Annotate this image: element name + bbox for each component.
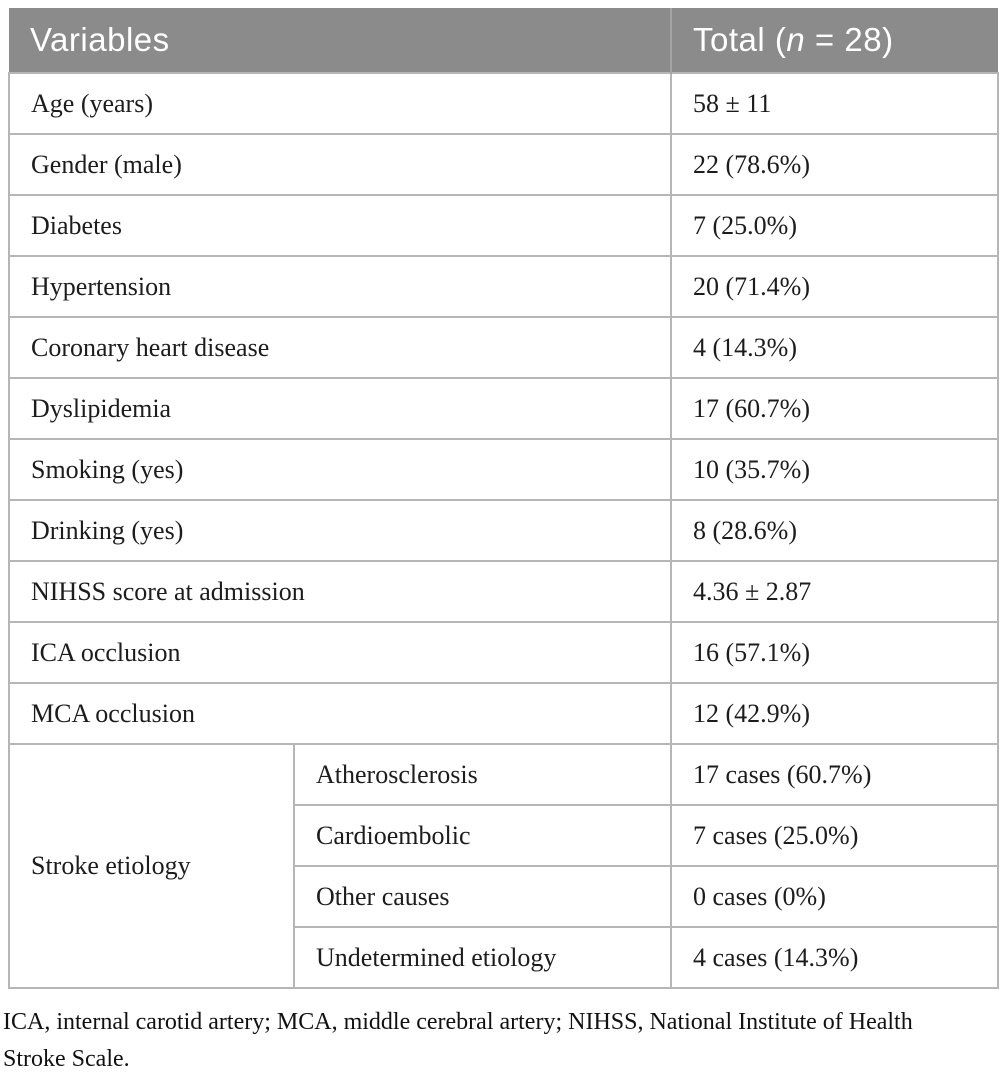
table-row: Coronary heart disease 4 (14.3%) [7, 316, 1000, 379]
table-row: Other causes 0 cases (0%) [9, 865, 1000, 928]
table-row: Age (years) 58 ± 11 [7, 72, 1000, 135]
header-cell-variables: Variables [9, 8, 672, 73]
value-cell: 4 cases (14.3%) [670, 926, 1000, 989]
table-container: Variables Total (n = 28) Age (years) 58 … [7, 8, 1000, 989]
etiology-group-cell: Stroke etiology [8, 743, 295, 989]
total-header-n: n [786, 21, 806, 58]
variable-cell: Drinking (yes) [7, 499, 673, 562]
patient-characteristics-table: Variables Total (n = 28) Age (years) 58 … [7, 8, 1000, 989]
table-row: NIHSS score at admission 4.36 ± 2.87 [7, 560, 1000, 623]
total-header-suffix: = 28) [805, 21, 894, 58]
value-cell: 16 (57.1%) [670, 621, 1000, 684]
variable-cell: MCA occlusion [7, 682, 673, 745]
table-row: Drinking (yes) 8 (28.6%) [7, 499, 1000, 562]
etiology-sub-cell: Undetermined etiology [292, 926, 673, 989]
value-cell: 4 (14.3%) [670, 316, 1000, 379]
etiology-sub-cell: Atherosclerosis [292, 743, 673, 806]
table-row: Diabetes 7 (25.0%) [7, 194, 1000, 257]
table-row: ICA occlusion 16 (57.1%) [7, 621, 1000, 684]
header-cell-total: Total (n = 28) [670, 8, 999, 73]
value-cell: 0 cases (0%) [670, 865, 1000, 928]
table-row: Hypertension 20 (71.4%) [7, 255, 1000, 318]
variables-header-label: Variables [30, 21, 170, 58]
table-row: Cardioembolic 7 cases (25.0%) [9, 804, 1000, 867]
table-row: Dyslipidemia 17 (60.7%) [7, 377, 1000, 440]
value-cell: 22 (78.6%) [670, 133, 1000, 196]
table-row: Gender (male) 22 (78.6%) [7, 133, 1000, 196]
etiology-sub-cell: Other causes [292, 865, 673, 928]
value-cell: 4.36 ± 2.87 [670, 560, 1000, 623]
value-cell: 12 (42.9%) [670, 682, 1000, 745]
value-cell: 17 (60.7%) [670, 377, 1000, 440]
table-footnote: ICA, internal carotid artery; MCA, middl… [3, 1009, 913, 1072]
variable-cell: ICA occlusion [7, 621, 673, 684]
table-row: Smoking (yes) 10 (35.7%) [7, 438, 1000, 501]
total-header-prefix: Total ( [693, 21, 787, 58]
value-cell: 8 (28.6%) [670, 499, 1000, 562]
header-row: Variables Total (n = 28) [9, 8, 999, 73]
variable-cell: Gender (male) [7, 133, 673, 196]
variable-cell: Dyslipidemia [7, 377, 673, 440]
variable-cell: Coronary heart disease [7, 316, 673, 379]
etiology-sub-cell: Cardioembolic [292, 804, 673, 867]
table-row: Undetermined etiology 4 cases (14.3%) [9, 926, 1000, 989]
variable-cell: Hypertension [7, 255, 673, 318]
value-cell: 58 ± 11 [670, 72, 1000, 135]
variable-cell: Age (years) [7, 72, 673, 135]
table-row: MCA occlusion 12 (42.9%) [7, 682, 1000, 745]
variable-cell: NIHSS score at admission [7, 560, 673, 623]
table-row: Stroke etiology Atherosclerosis 17 cases… [8, 743, 1000, 989]
variable-cell: Smoking (yes) [7, 438, 673, 501]
value-cell: 7 (25.0%) [670, 194, 1000, 257]
value-cell: 10 (35.7%) [670, 438, 1000, 501]
value-cell: 20 (71.4%) [670, 255, 1000, 318]
variable-cell: Diabetes [7, 194, 673, 257]
value-cell: 17 cases (60.7%) [670, 743, 1000, 806]
table-header: Variables Total (n = 28) [9, 8, 999, 73]
table-body: Age (years) 58 ± 11 Gender (male) 22 (78… [7, 72, 1000, 989]
value-cell: 7 cases (25.0%) [670, 804, 1000, 867]
